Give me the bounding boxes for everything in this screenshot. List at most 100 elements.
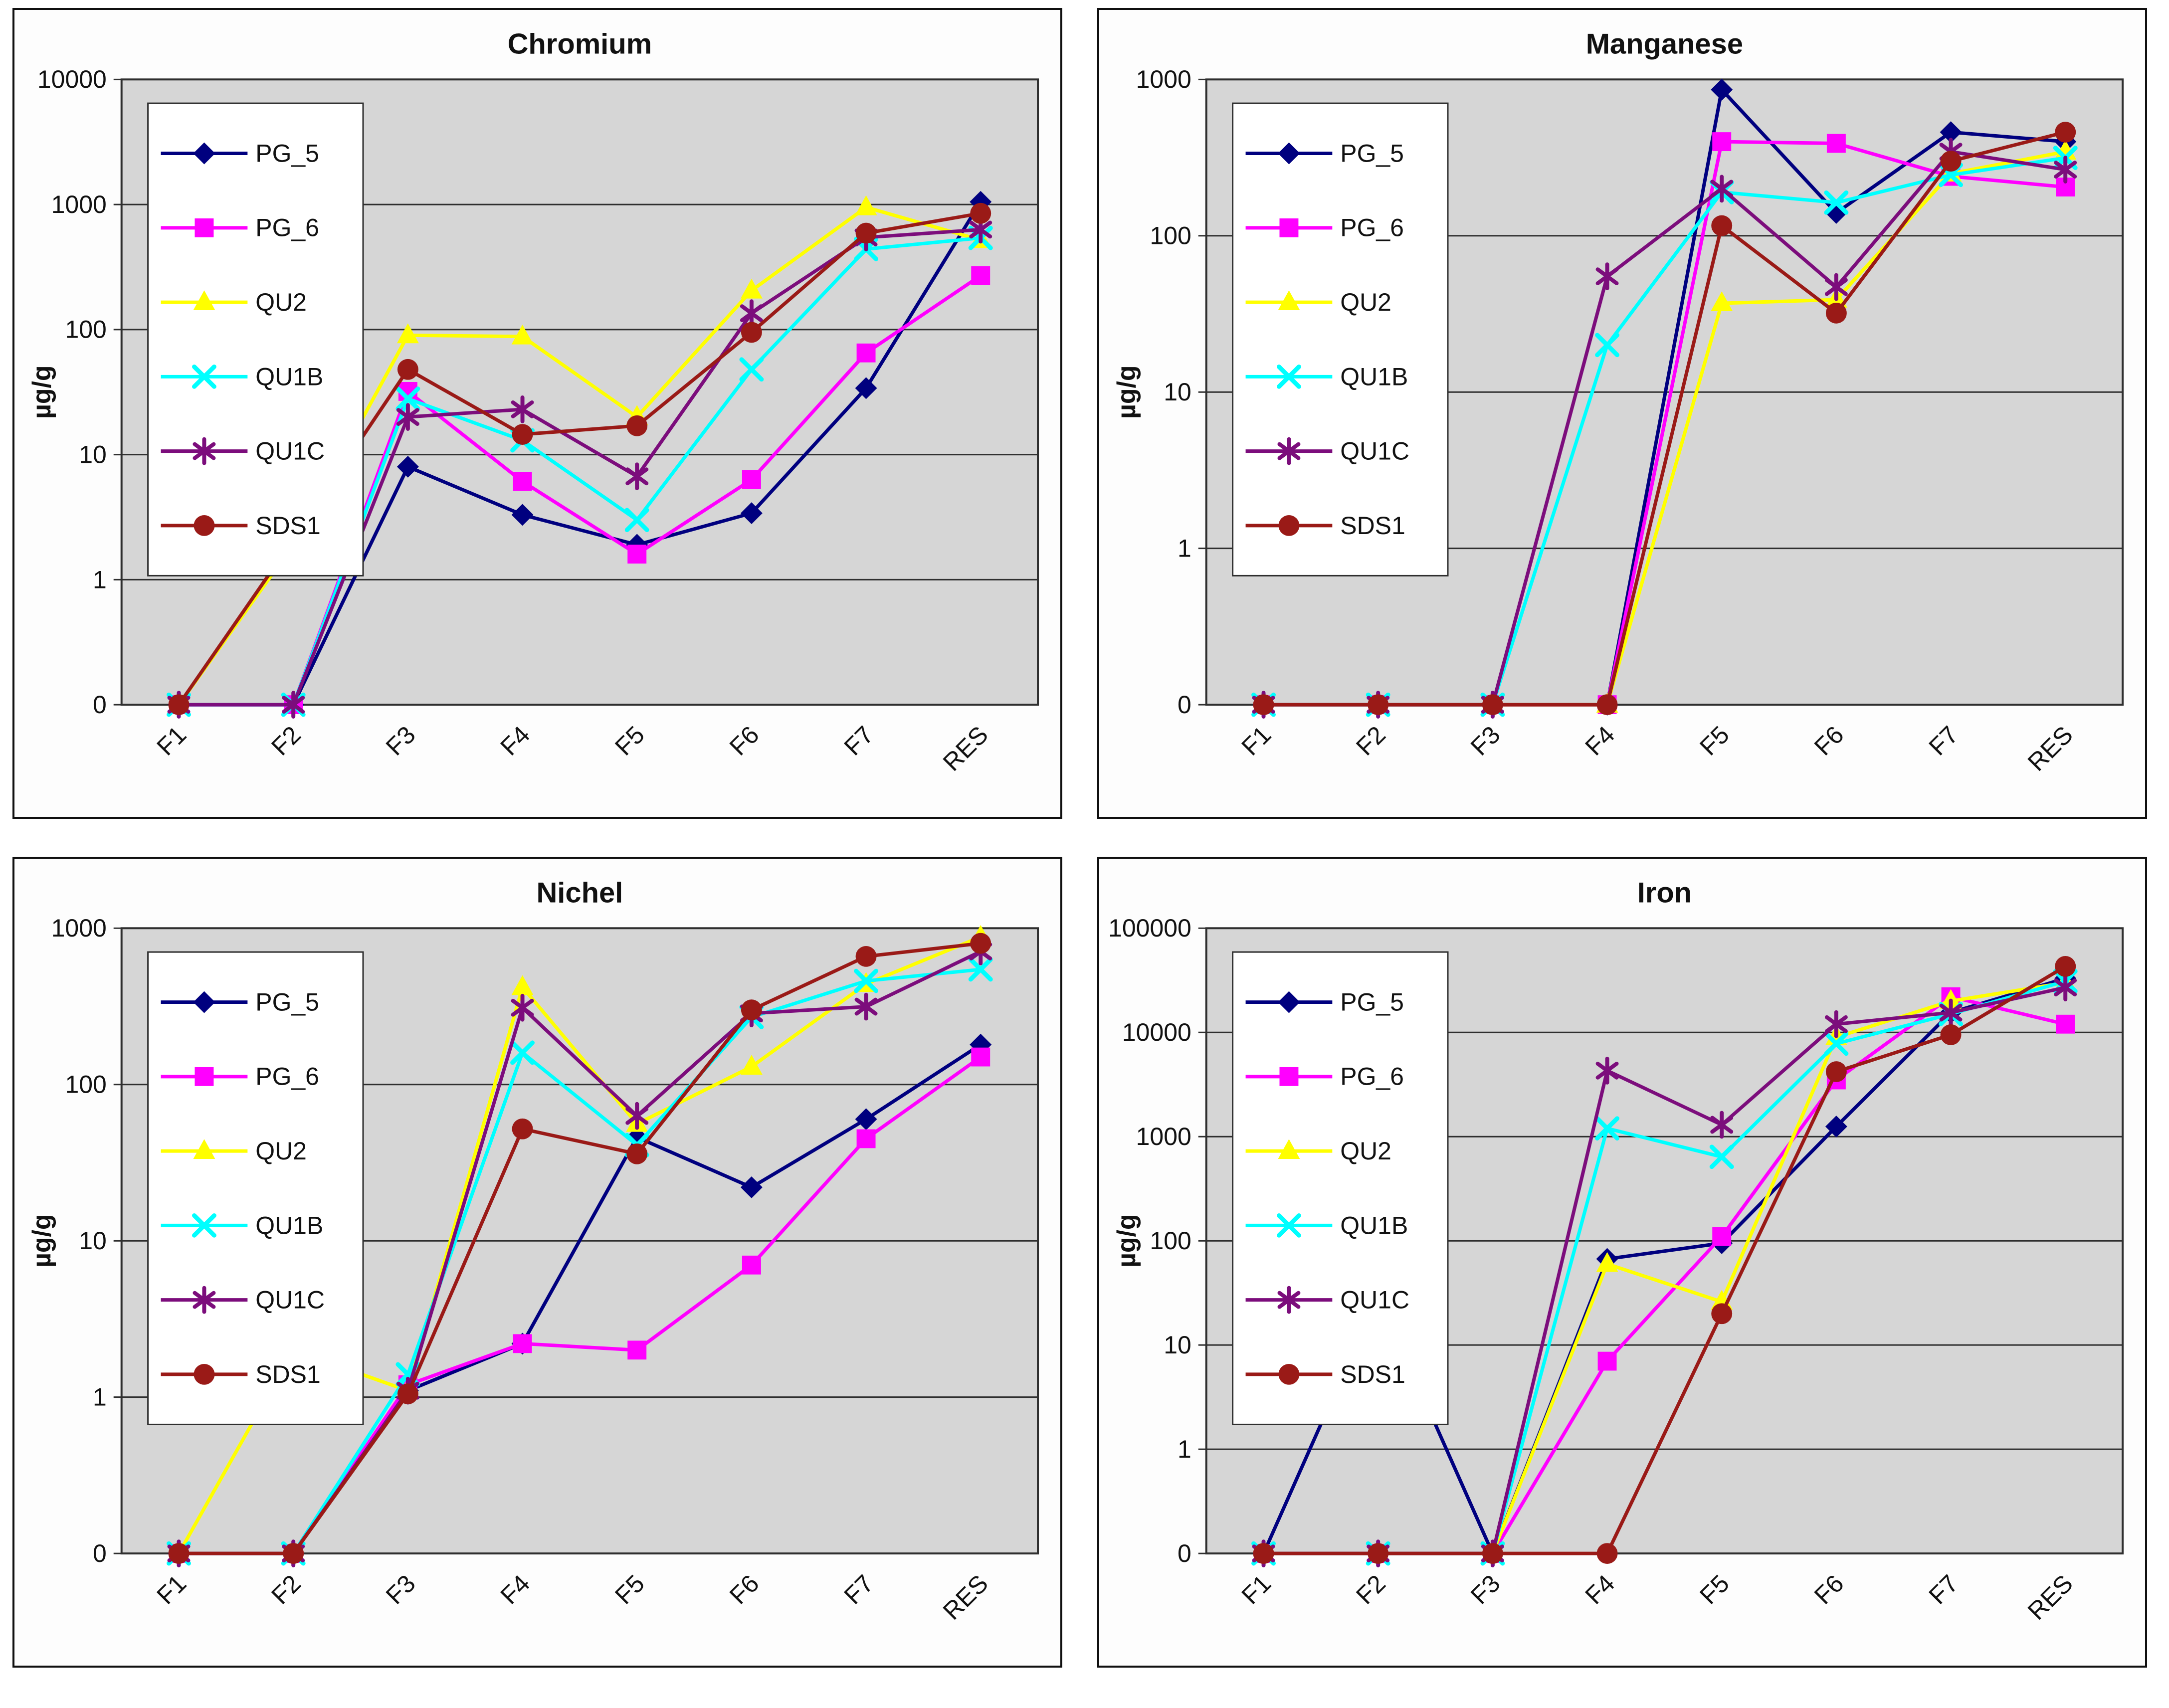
x-tick-label: F4 [495, 721, 535, 761]
marker-diamond [1278, 991, 1300, 1013]
legend-label: SDS1 [255, 1360, 320, 1388]
chart-panel-chromium: 10000 1000 100 10 1 0 Chromium µg/g F1 F2 F3 F4 F5 F6… [12, 8, 1062, 819]
marker-star [282, 691, 305, 719]
marker-circle [168, 1543, 190, 1564]
marker-diamond [1825, 1116, 1847, 1138]
marker-diamond [626, 1126, 648, 1148]
legend-label: PG_6 [255, 214, 319, 242]
marker-x [854, 968, 879, 993]
marker-circle [855, 222, 877, 244]
chart-title: Nichel [537, 877, 623, 909]
x-tick-label: RES [938, 1569, 993, 1625]
x-tick-label: F6 [1809, 1569, 1849, 1610]
marker-x [739, 357, 764, 382]
marker-x [624, 508, 649, 533]
marker-star [1710, 1111, 1734, 1139]
marker-circle [1253, 1543, 1274, 1564]
marker-square [1279, 1067, 1299, 1086]
x-tick-label: RES [2022, 721, 2078, 776]
chart-panel-nichel: 1000 100 10 1 0 Nichel µg/g F1 F2 F3 F4 F5 F6 F7 RES PG… [12, 857, 1062, 1668]
x-tick-label: F6 [1809, 721, 1849, 761]
legend-label: PG_6 [1340, 214, 1404, 242]
y-tick-label: 100 [1150, 1227, 1191, 1255]
marker-diamond [970, 1033, 992, 1056]
x-tick-label: F1 [1236, 1569, 1276, 1610]
series-SDS1 [1253, 956, 2076, 1564]
marker-square [195, 1067, 214, 1086]
x-tick-label: F3 [381, 721, 421, 761]
y-tick-label: 1 [1178, 1435, 1191, 1463]
legend-label: SDS1 [1340, 1360, 1405, 1388]
legend-label: QU1B [1340, 1211, 1408, 1239]
marker-square [971, 1047, 990, 1067]
marker-square [513, 1334, 532, 1353]
legend-box [1232, 102, 1449, 576]
chart-title: Chromium [508, 28, 652, 60]
legend-label: QU1B [255, 1211, 323, 1239]
marker-x [1824, 190, 1849, 215]
y-tick-label: 10 [79, 1227, 107, 1255]
x-tick-label: F5 [1694, 1569, 1735, 1610]
legend-label: SDS1 [1340, 512, 1405, 540]
marker-triangle [396, 323, 419, 344]
marker-star [396, 403, 419, 431]
marker-triangle [740, 278, 763, 299]
x-tick-label: F4 [1579, 1569, 1620, 1610]
marker-circle [970, 202, 991, 224]
legend-label: PG_5 [255, 140, 319, 168]
legend-label: QU1B [255, 363, 323, 390]
marker-circle [194, 515, 215, 536]
y-tick-label: 100 [65, 1071, 106, 1099]
legend-label: QU1C [255, 1286, 325, 1314]
chart-panel-iron: 100000 10000 1000 100 10 1 0 Iron µg/g F1 F2 F3 F4 F5… [1097, 857, 2147, 1668]
marker-circle [1825, 1061, 1847, 1082]
series-line-PG_5 [179, 200, 983, 707]
x-tick-label: F5 [609, 721, 650, 761]
marker-diamond [1278, 142, 1300, 165]
legend-label: QU2 [255, 1137, 307, 1165]
marker-x [1595, 333, 1620, 358]
legend: PG_5 PG_6 QU2 QU1B QU1C SDS1 [147, 102, 364, 576]
marker-star [1939, 998, 1963, 1027]
y-tick-label: 10 [1164, 378, 1191, 406]
x-tick-label: F3 [381, 1569, 421, 1610]
x-tick-label: RES [938, 721, 993, 776]
chart-panel-manganese: 1000 100 10 1 0 Manganese µg/g F1 F2 F3 F4 F5 F6 F7 RE… [1097, 8, 2147, 819]
marker-circle [397, 1383, 418, 1404]
marker-diamond [511, 504, 534, 526]
marker-square [627, 1340, 647, 1360]
marker-triangle [511, 324, 534, 345]
marker-star [1595, 262, 1619, 291]
marker-star [625, 1102, 649, 1130]
y-tick-label: 1 [93, 566, 107, 593]
marker-square [195, 218, 214, 237]
marker-x [968, 957, 993, 982]
marker-circle [1940, 1024, 1962, 1045]
marker-star [1277, 1286, 1301, 1314]
marker-circle [626, 1143, 648, 1164]
marker-x [510, 1040, 535, 1065]
marker-diamond [1711, 78, 1733, 101]
x-tick-label: F7 [1923, 1569, 1964, 1610]
x-tick-label: F6 [724, 721, 765, 761]
y-axis-label: µg/g [1112, 366, 1141, 419]
y-tick-label: 10000 [1122, 1018, 1191, 1046]
marker-circle [397, 359, 418, 380]
legend-label: PG_5 [1340, 988, 1404, 1016]
series-SDS1 [168, 933, 991, 1564]
legend-label: PG_6 [1340, 1063, 1404, 1091]
marker-diamond [193, 991, 215, 1013]
y-tick-label: 100 [1150, 222, 1191, 250]
legend-label: QU1B [1340, 363, 1408, 390]
series-SDS1 [1253, 122, 2076, 716]
y-axis-label: µg/g [27, 1214, 56, 1268]
chart-title: Iron [1637, 877, 1692, 909]
marker-triangle [511, 975, 534, 995]
x-tick-label: F1 [1236, 721, 1276, 761]
marker-square [1712, 132, 1732, 151]
marker-star [740, 299, 763, 328]
marker-triangle [1278, 290, 1300, 311]
marker-star [854, 992, 878, 1021]
legend-label: SDS1 [255, 512, 320, 540]
